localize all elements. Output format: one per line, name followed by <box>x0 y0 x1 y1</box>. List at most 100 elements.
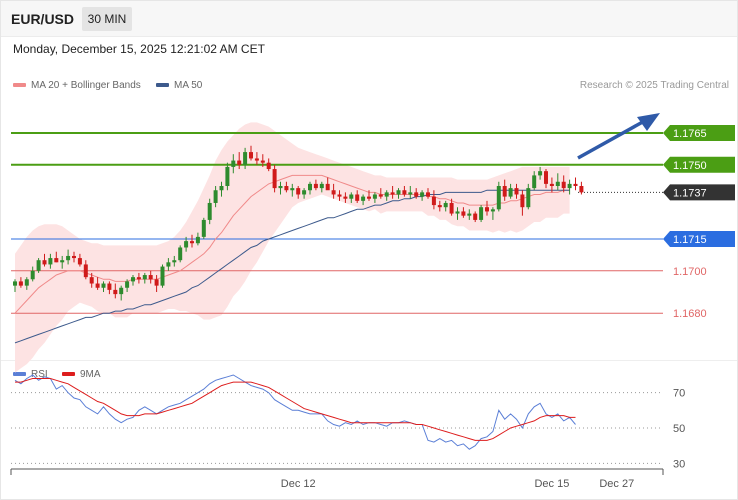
candle-body-57 <box>349 194 354 199</box>
candle-body-38 <box>237 160 242 165</box>
legend-rsi-label: RSI <box>31 369 48 380</box>
candle-body-66 <box>402 190 407 195</box>
candle-body-30 <box>190 241 194 244</box>
candle-body-56 <box>343 196 348 199</box>
rsi-ma-line <box>15 378 576 441</box>
candle-body-32 <box>201 219 206 237</box>
candle-body-12 <box>83 264 88 278</box>
candle-body-89 <box>538 171 543 176</box>
panel-divider <box>0 360 738 361</box>
candle-body-8 <box>60 260 65 263</box>
candle-body-49 <box>302 190 307 195</box>
candle-body-90 <box>544 171 548 184</box>
candle-body-15 <box>101 283 106 288</box>
level-tag-2 <box>663 184 735 201</box>
candle-body-47 <box>290 188 295 191</box>
candle-body-10 <box>72 255 76 259</box>
candle-body-19 <box>125 281 130 288</box>
candle-body-94 <box>567 183 572 189</box>
level-label-2: 1.1737 <box>673 187 707 199</box>
candle-body-83 <box>502 186 507 197</box>
candle-body-73 <box>443 202 448 208</box>
chart-datetime: Monday, December 15, 2025 12:21:02 AM CE… <box>13 42 265 56</box>
candle-body-6 <box>48 258 53 265</box>
candle-body-28 <box>178 247 183 261</box>
candle-body-45 <box>278 186 283 189</box>
candle-body-51 <box>313 183 318 189</box>
candle-body-0 <box>13 281 17 286</box>
candle-body-37 <box>231 160 236 167</box>
candle-body-53 <box>325 183 330 191</box>
candle-body-82 <box>496 186 501 210</box>
level-label-5: 1.1680 <box>673 308 707 320</box>
time-axis-label-2: Dec 27 <box>599 478 634 490</box>
ma20-swatch-icon <box>13 83 26 88</box>
candle-body-14 <box>95 283 100 288</box>
candle-body-59 <box>361 196 366 201</box>
level-tag-1 <box>663 156 735 173</box>
legend-ma50-label: MA 50 <box>174 80 203 91</box>
candle-body-20 <box>131 277 135 282</box>
level-tag-0 <box>663 125 735 141</box>
timeframe-button[interactable]: 30 MIN <box>82 7 132 31</box>
level-label-3: 1.1715 <box>673 234 707 246</box>
candle-body-39 <box>243 152 248 165</box>
candle-body-40 <box>249 152 253 159</box>
candle-body-74 <box>449 202 454 214</box>
chart-header: EUR/USD 30 MIN <box>0 0 738 37</box>
candle-body-50 <box>308 183 312 191</box>
rsi-ma-swatch-icon <box>62 372 75 377</box>
legend-ma20-label: MA 20 + Bollinger Bands <box>31 80 141 91</box>
candle-body-91 <box>549 183 554 186</box>
candle-body-84 <box>508 188 513 197</box>
candle-body-26 <box>166 262 171 267</box>
candle-body-43 <box>266 162 271 170</box>
level-label-4: 1.1700 <box>673 266 707 278</box>
instrument-symbol: EUR/USD <box>11 11 75 27</box>
rsi-tick-label-2: 30 <box>673 458 685 470</box>
time-axis-label-0: Dec 12 <box>281 478 316 490</box>
candle-body-33 <box>207 202 212 220</box>
candle-body-87 <box>526 188 531 208</box>
candle-body-5 <box>42 260 47 265</box>
candle-body-18 <box>119 287 124 295</box>
candle-body-88 <box>532 175 537 189</box>
level-tag-3 <box>663 231 735 247</box>
candle-body-44 <box>272 169 277 189</box>
candle-body-63 <box>384 192 389 197</box>
candle-body-60 <box>367 196 371 199</box>
legend-rsi: RSI <box>13 369 48 380</box>
candle-body-9 <box>66 255 71 261</box>
candle-body-54 <box>331 190 336 195</box>
legend-rsi-ma-label: 9MA <box>80 369 101 380</box>
candle-body-64 <box>390 192 395 195</box>
candle-body-11 <box>77 258 82 265</box>
candle-body-65 <box>396 190 401 195</box>
ma50-swatch-icon <box>156 83 169 88</box>
candle-body-92 <box>555 181 560 186</box>
candle-body-76 <box>461 211 466 216</box>
candle-body-85 <box>514 188 519 195</box>
candle-body-41 <box>254 158 259 161</box>
candle-body-35 <box>219 186 224 191</box>
candle-body-75 <box>455 211 460 214</box>
candle-body-77 <box>467 213 472 216</box>
ma50-line <box>14 189 570 344</box>
rsi-tick-label-1: 50 <box>673 423 685 435</box>
candle-body-70 <box>426 192 430 197</box>
candle-body-67 <box>408 192 413 195</box>
candle-body-1 <box>18 281 23 286</box>
time-axis-label-1: Dec 15 <box>534 478 569 490</box>
forecast-arrow-shaft <box>577 117 649 160</box>
bollinger-band-area <box>15 122 570 373</box>
level-label-0: 1.1765 <box>673 128 707 140</box>
candle-body-17 <box>113 289 118 295</box>
candle-body-22 <box>142 275 147 280</box>
candle-body-25 <box>160 266 165 286</box>
candle-body-58 <box>355 194 360 201</box>
candle-body-36 <box>225 166 230 186</box>
legend-rsi-ma: 9MA <box>62 369 101 380</box>
candle-body-27 <box>172 260 177 263</box>
